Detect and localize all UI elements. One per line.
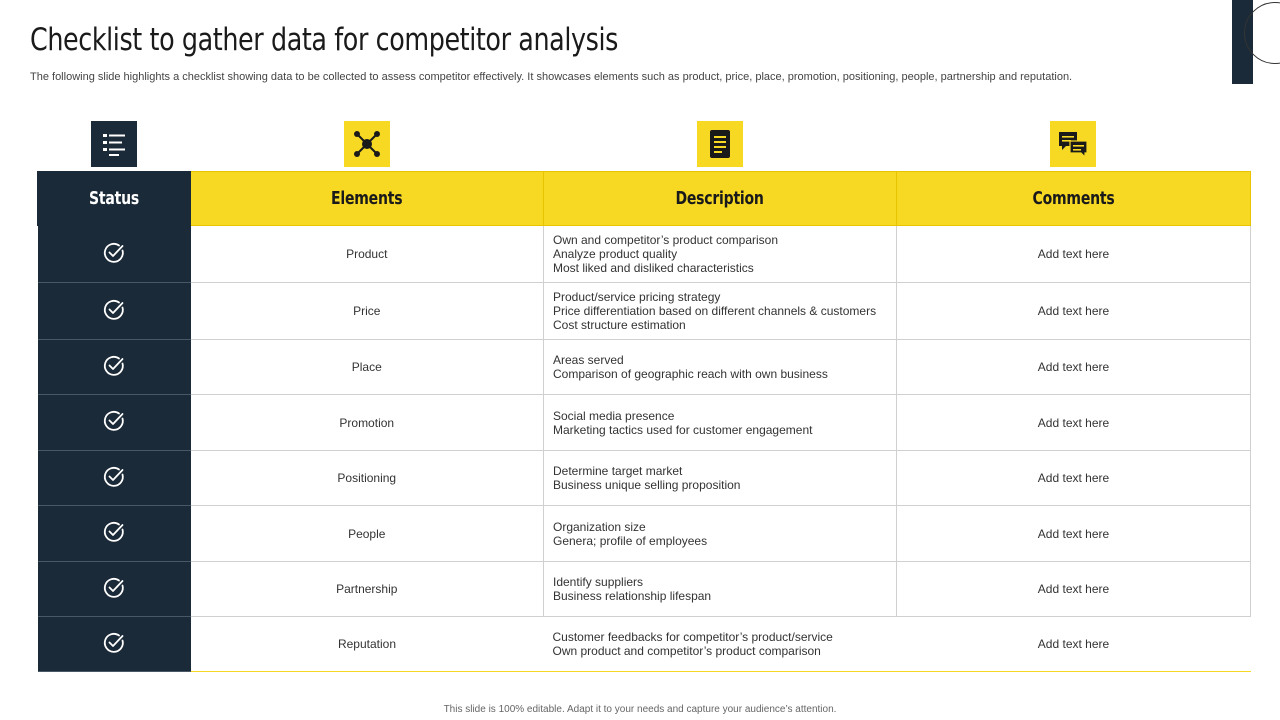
description-line: Determine target market: [553, 464, 683, 478]
element-cell: Reputation: [190, 616, 544, 672]
status-header: Status: [37, 171, 191, 226]
description-line: Social media presence: [553, 408, 675, 423]
description-line: Organization size: [553, 519, 646, 534]
element-cell: Positioning: [190, 450, 544, 506]
element-cell: Price: [190, 282, 544, 340]
chat-icon: [1050, 121, 1096, 167]
description-line: Price differentiation based on different…: [553, 304, 877, 318]
description-line: Genera; profile of employees: [553, 533, 708, 548]
description-cell: Identify suppliers Business relationship …: [543, 561, 897, 617]
network-icon: [344, 121, 390, 167]
status-cell: [37, 282, 191, 340]
description-line: Analyze product quality: [553, 247, 678, 261]
comment-cell[interactable]: Add text here: [896, 394, 1251, 451]
description-line: Marketing tactics used for customer enga…: [553, 422, 813, 437]
description-cell: Product/service pricing strategy Price di…: [543, 282, 897, 340]
description-cell: Determine target market Business unique s…: [543, 450, 897, 506]
slide-footer: This slide is 100% editable. Adapt it to…: [443, 704, 837, 715]
checklist-table: Status Elements Description Comments Pro…: [37, 171, 1251, 672]
comment-cell[interactable]: Add text here: [896, 339, 1251, 395]
check-circle-icon: [102, 409, 126, 436]
description-line: Product/service pricing strategy: [553, 290, 721, 304]
description-line: Identify suppliers: [553, 575, 644, 589]
description-line: Areas served: [553, 353, 624, 367]
description-line: Cost structure estimation: [553, 318, 686, 332]
comment-cell[interactable]: Add text here: [896, 450, 1251, 506]
comment-cell[interactable]: Add text here: [896, 282, 1251, 340]
table-row: Positioning Determine target market Busine…: [37, 450, 1251, 506]
document-icon: [697, 121, 743, 167]
description-line: Most liked and disliked characteristics: [553, 261, 754, 275]
element-cell: Partnership: [190, 561, 544, 617]
status-cell: [37, 394, 191, 451]
description-cell: Customer feedbacks for competitor’s prod…: [543, 616, 897, 672]
status-cell: [37, 450, 191, 506]
description-line: Business relationship lifespan: [553, 589, 712, 603]
description-cell: Social media presence Marketing tactics u…: [543, 394, 897, 451]
description-line: Own product and competitor’s product com…: [552, 644, 821, 658]
status-cell: [37, 561, 191, 617]
element-cell: Promotion: [190, 394, 544, 451]
comment-cell[interactable]: Add text here: [896, 505, 1251, 562]
table-header-row: Status Elements Description Comments: [37, 171, 1251, 226]
check-circle-icon: [102, 631, 126, 658]
check-circle-icon: [102, 465, 126, 492]
description-header: Description: [543, 171, 897, 226]
check-circle-icon: [102, 354, 126, 381]
elements-header: Elements: [190, 171, 544, 226]
description-line: Comparison of geographic reach with own …: [553, 367, 828, 381]
check-circle-icon: [102, 520, 126, 547]
table-row: Partnership Identify suppliers Business re…: [37, 561, 1251, 617]
description-line: Own and competitor’s product comparison: [553, 233, 778, 247]
comment-cell[interactable]: Add text here: [896, 616, 1251, 672]
status-cell: [37, 339, 191, 395]
status-cell: [37, 616, 191, 672]
table-row: Product Own and competitor’s product comp…: [37, 225, 1251, 283]
description-line: Customer feedbacks for competitor’s prod…: [552, 630, 833, 644]
comment-cell[interactable]: Add text here: [896, 225, 1251, 283]
table-row: People Organization size Genera; profile o…: [37, 505, 1251, 562]
element-cell: Place: [190, 339, 544, 395]
status-cell: [37, 225, 191, 283]
description-cell: Organization size Genera; profile of empl…: [543, 505, 897, 562]
table-row: Place Areas served Comparison of geographi…: [37, 339, 1251, 395]
element-cell: Product: [190, 225, 544, 283]
checklist-icon: [91, 121, 137, 167]
slide-subtitle: The following slide highlights a checkli…: [30, 71, 1073, 83]
element-cell: People: [190, 505, 544, 562]
description-cell: Own and competitor’s product comparison A…: [543, 225, 897, 283]
status-cell: [37, 505, 191, 562]
check-circle-icon: [102, 576, 126, 603]
table-row: Reputation Customer feedbacks for competi…: [37, 616, 1251, 672]
description-cell: Areas served Comparison of geographic rea…: [543, 339, 897, 395]
check-circle-icon: [102, 298, 126, 325]
comments-header: Comments: [896, 171, 1251, 226]
table-row: Price Product/service pricing strategy Pri…: [37, 282, 1251, 340]
description-line: Business unique selling proposition: [553, 478, 741, 492]
check-circle-icon: [102, 241, 126, 268]
table-row: Promotion Social media presence Marketing …: [37, 394, 1251, 451]
slide-title: Checklist to gather data for competitor …: [30, 22, 618, 58]
comment-cell[interactable]: Add text here: [896, 561, 1251, 617]
